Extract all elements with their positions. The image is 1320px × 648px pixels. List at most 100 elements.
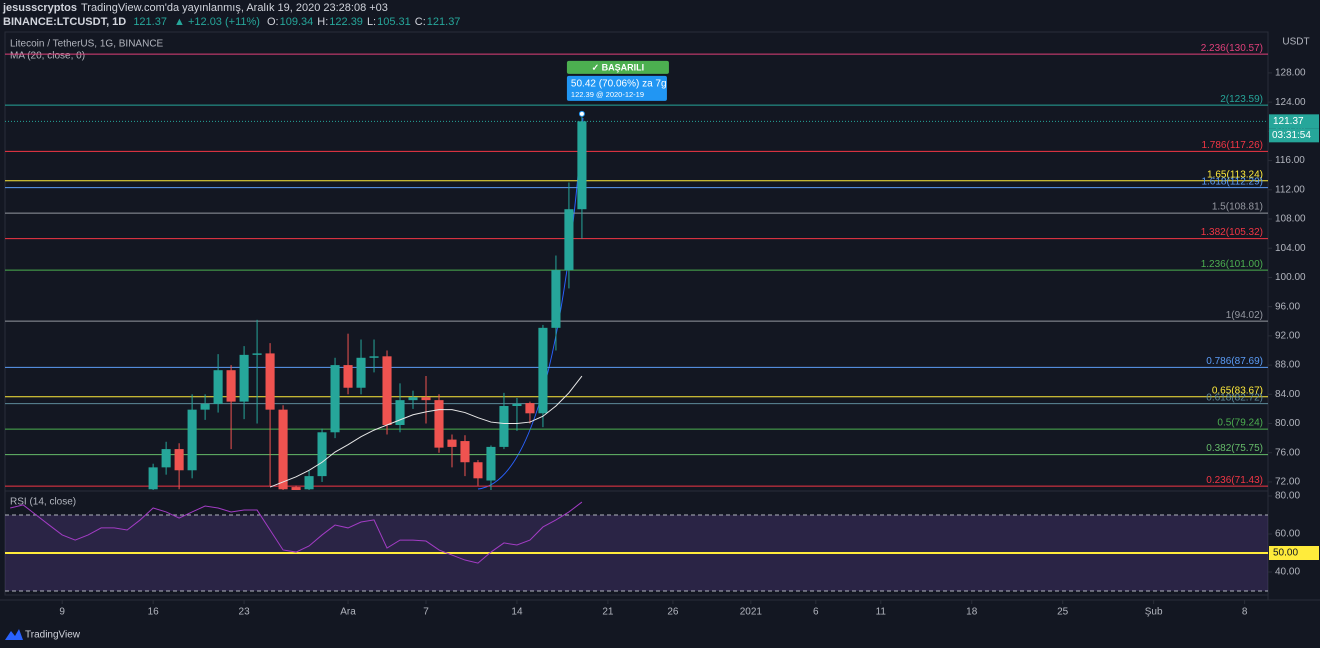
candle-body	[460, 441, 470, 463]
countdown-bg	[1269, 128, 1319, 143]
x-tick-label: 16	[148, 607, 160, 618]
published: TradingView.com'da yayınlanmış, Aralık 1…	[80, 2, 388, 14]
candle-body	[369, 356, 379, 358]
candle-body	[265, 353, 275, 410]
fib-label: 1.382(105.32)	[1201, 227, 1263, 238]
y-tick-label: 76.00	[1275, 447, 1300, 458]
ohlc-val: 105.31	[377, 16, 411, 28]
y-tick-label: 128.00	[1275, 68, 1306, 79]
ohlc-key: H:	[317, 16, 329, 28]
y-tick-label: 80.00	[1275, 418, 1300, 429]
last-price-tag-bg	[1269, 114, 1319, 129]
y-tick-label: 92.00	[1275, 331, 1300, 342]
x-tick-label: Ara	[340, 607, 356, 618]
candle-body	[473, 462, 483, 479]
logo	[5, 629, 23, 640]
last-price-tag: 121.37	[1273, 116, 1304, 127]
legend-entry: MA (20, close, 0)	[10, 51, 85, 62]
ohlc-key: O:	[267, 16, 279, 28]
x-tick-label: Şub	[1145, 607, 1163, 618]
y-tick-label: 108.00	[1275, 214, 1306, 225]
ohlc-val: 122.39	[329, 16, 363, 28]
fib-label: 0.65(83.67)	[1212, 385, 1263, 396]
candle-body	[499, 405, 509, 447]
candle-body	[187, 409, 197, 471]
rsi-title: RSI (14, close)	[10, 497, 76, 508]
ohlc-key: C:	[414, 16, 426, 28]
drawing-curve	[477, 117, 584, 490]
x-tick-label: 7	[423, 607, 429, 618]
y-tick-label: 96.00	[1275, 301, 1300, 312]
y-tick-label: 40.00	[1275, 567, 1300, 578]
header: jesusscryptos TradingView.com'da yayınlan…	[0, 0, 1320, 30]
fib-label: 0.5(79.24)	[1217, 418, 1263, 429]
x-tick-label: 18	[966, 607, 978, 618]
y-tick-label: 88.00	[1275, 360, 1300, 371]
candle-body	[525, 403, 535, 414]
price-pane: 2.236(130.57) 2(123.59) 1.786(117.26) 1.65(…	[5, 43, 1268, 490]
change: ▲ +12.03 (+11%)	[174, 16, 260, 28]
candle-body	[512, 403, 522, 406]
fib-label: 1.618(112.29)	[1201, 176, 1263, 187]
annotation-badge-bg	[566, 60, 669, 74]
fib-label: 1.5(108.81)	[1212, 202, 1263, 213]
y-tick-label: 84.00	[1275, 389, 1300, 400]
candle-body	[434, 400, 444, 448]
y-tick-label: 100.00	[1275, 272, 1306, 283]
annotation-box	[566, 75, 667, 101]
candle-body	[252, 353, 262, 355]
x-tick-label: 21	[602, 607, 614, 618]
fib-label: 0.236(71.43)	[1206, 475, 1263, 486]
footer: TradingView	[5, 629, 81, 641]
candle-body	[343, 365, 353, 388]
x-tick-label: 6	[813, 607, 819, 618]
candle-body	[382, 356, 392, 425]
fib-label: 1(94.02)	[1226, 310, 1263, 321]
x-tick-label: 9	[59, 607, 65, 618]
candle-body	[174, 449, 184, 471]
candle-body	[356, 357, 366, 388]
ohlc-val: 109.34	[279, 16, 314, 28]
chart-title: Litecoin / TetherUS, 1G, BINANCE	[10, 39, 164, 50]
y-tick-label: 116.00	[1275, 155, 1305, 166]
candle-body	[239, 354, 249, 402]
y-tick-label: 60.00	[1275, 529, 1300, 540]
ohlc-key: L:	[366, 16, 377, 28]
fib-label: 1.65(113.24)	[1207, 169, 1263, 180]
candle-body	[408, 397, 418, 401]
header-line: jesusscryptos TradingView.com'da yayınlan…	[3, 2, 392, 14]
unit: USDT	[1282, 37, 1309, 48]
annotation-badge: ✓ BAŞARILI	[592, 62, 645, 72]
x-tick-label: 14	[511, 607, 523, 618]
y-tick-label: 104.00	[1275, 243, 1306, 254]
candle-body	[538, 327, 548, 414]
fib-label: 1.236(101.00)	[1201, 259, 1263, 270]
candle-body	[148, 467, 158, 490]
candle-body	[291, 487, 301, 490]
annotation-text: 50.42 (70.06%) za 7g	[571, 79, 667, 90]
x-tick-label: 26	[667, 607, 679, 618]
fib-label: 1.786(117.26)	[1201, 140, 1263, 151]
fib-label: 0.786(87.69)	[1206, 356, 1263, 367]
ma-line	[269, 375, 583, 488]
candle-body	[226, 370, 236, 402]
candle-body	[161, 449, 171, 468]
x-tick-label: 8	[1242, 607, 1248, 618]
candle-body	[278, 409, 288, 490]
candle-body	[447, 439, 457, 447]
candle-body	[395, 400, 405, 425]
author: jesusscryptos	[3, 2, 77, 14]
x-tick-label: 2021	[740, 607, 763, 618]
candle-body	[486, 446, 496, 481]
last: 121.37	[133, 16, 167, 28]
fib-label: 0.382(75.75)	[1206, 443, 1263, 454]
midline-tag-bg	[1269, 546, 1319, 561]
y-tick-label: 72.00	[1275, 477, 1300, 488]
midline-tag: 50.00	[1273, 548, 1298, 559]
candle-body	[330, 365, 340, 433]
y-tick-label: 112.00	[1275, 184, 1305, 195]
candle-body	[551, 270, 561, 328]
x-tick-label: 23	[239, 607, 251, 618]
